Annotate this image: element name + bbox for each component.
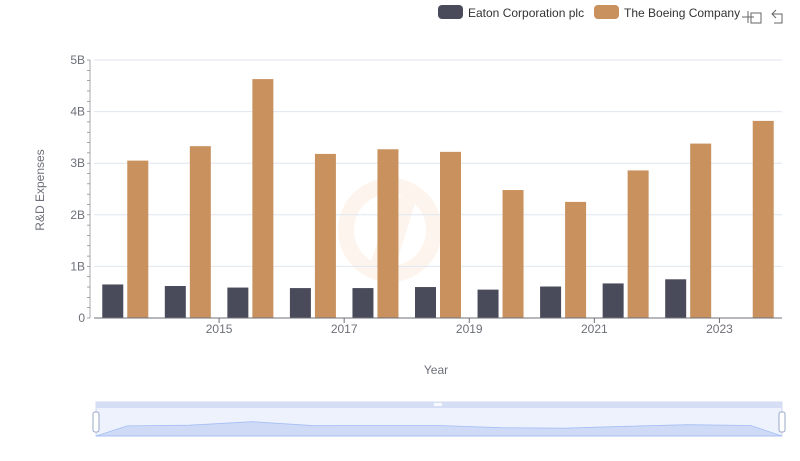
bar-eaton-2020[interactable] [477,289,499,318]
data-zoom-handle-right[interactable] [778,411,786,433]
legend[interactable]: Eaton Corporation plc The Boeing Company [438,5,740,20]
restore-icon[interactable] [771,9,783,24]
x-axis: 2015 2017 2019 2021 2023 [94,317,782,336]
bar-eaton-2022[interactable] [602,283,624,318]
x-tick-label: 2015 [206,322,233,336]
bar-eaton-2018[interactable] [352,288,374,318]
bars [102,79,774,318]
data-zoom-grip[interactable] [434,403,442,406]
y-tick-label: 0 [78,311,85,325]
y-tick-label: 3B [70,156,85,170]
x-tick-label: 2017 [331,322,358,336]
bar-boeing-2015[interactable] [189,146,211,318]
bar-eaton-2019[interactable] [415,287,436,318]
bar-eaton-2015[interactable] [164,286,186,318]
y-tick-label: 1B [70,259,85,273]
bar-eaton-2014[interactable] [102,284,124,318]
bar-eaton-2016[interactable] [227,287,249,318]
legend-swatch [594,5,619,19]
legend-item-boeing[interactable]: The Boeing Company [594,5,740,20]
bar-eaton-2023[interactable] [665,279,687,318]
x-tick-label: 2019 [456,322,483,336]
bar-boeing-2021[interactable] [565,201,587,318]
bar-boeing-2023[interactable] [690,143,712,318]
legend-label: The Boeing Company [624,6,740,20]
bar-eaton-2021[interactable] [540,286,562,318]
y-tick-label: 2B [70,208,85,222]
bar-boeing-2014[interactable] [127,160,149,318]
data-zoom-slider[interactable] [92,401,786,437]
bar-eaton-2017[interactable] [289,288,311,318]
bar-boeing-2018[interactable] [377,149,399,318]
data-zoom-preview [95,421,783,437]
legend-label: Eaton Corporation plc [468,6,584,20]
y-axis-title: R&D Expenses [33,149,47,230]
legend-item-eaton[interactable]: Eaton Corporation plc [438,5,584,20]
x-tick-label: 2023 [706,322,733,336]
x-axis-title: Year [424,363,448,377]
bar-boeing-2024[interactable] [752,120,774,318]
y-axis: 0 1B 2B 3B 4B 5B [70,53,91,325]
zoom-icon[interactable] [742,11,762,24]
y-tick-label: 5B [70,53,85,67]
bar-boeing-2022[interactable] [627,170,649,318]
bar-boeing-2016[interactable] [252,79,274,318]
data-zoom-handle-left[interactable] [92,411,100,433]
bar-boeing-2020[interactable] [502,190,524,318]
legend-swatch [438,5,463,19]
bar-boeing-2017[interactable] [314,153,336,318]
y-tick-label: 4B [70,105,85,119]
x-tick-label: 2021 [581,322,608,336]
bar-boeing-2019[interactable] [440,151,461,318]
